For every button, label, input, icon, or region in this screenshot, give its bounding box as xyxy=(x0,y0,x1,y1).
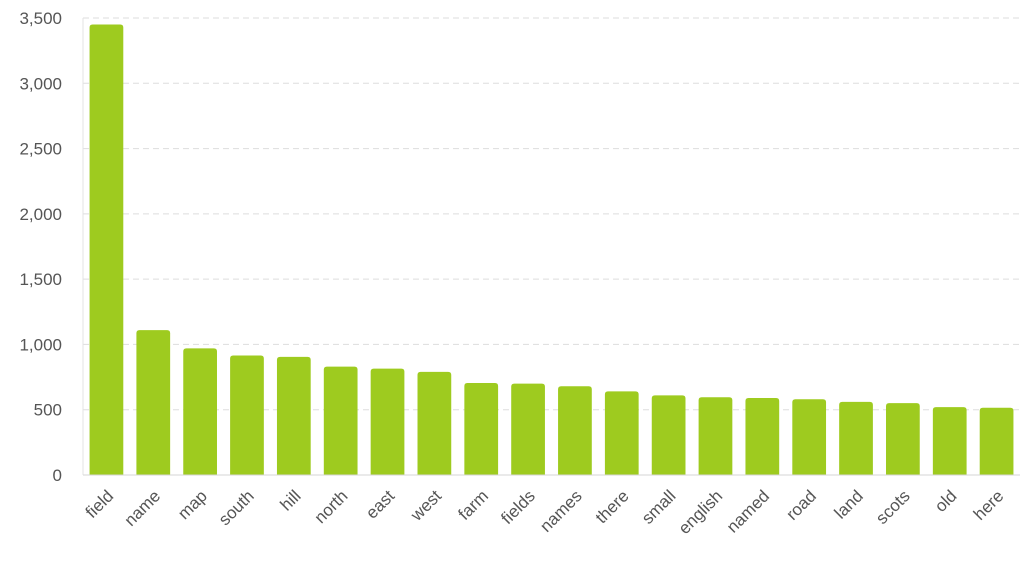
bar-here[interactable] xyxy=(979,407,1014,475)
x-tick-label: hill xyxy=(277,486,305,514)
y-tick-label: 1,500 xyxy=(19,270,62,289)
bar-name[interactable] xyxy=(136,330,171,475)
x-tick-label: english xyxy=(675,486,727,538)
bar-old[interactable] xyxy=(932,407,967,475)
bars xyxy=(89,24,1014,476)
x-tick-label: scots xyxy=(872,486,913,527)
bar-farm[interactable] xyxy=(464,382,499,475)
x-tick-label: land xyxy=(831,486,867,522)
x-tick-label: east xyxy=(362,486,398,522)
y-tick-label: 3,500 xyxy=(19,9,62,28)
x-tick-label: field xyxy=(82,486,117,521)
x-tick-label: names xyxy=(536,486,586,536)
bar-english[interactable] xyxy=(698,397,733,475)
bar-east[interactable] xyxy=(370,368,405,475)
x-tick-label: old xyxy=(931,486,960,515)
bar-named[interactable] xyxy=(745,397,780,475)
x-tick-label: there xyxy=(592,486,633,527)
x-axis: field name map south hill north east west farm fi… xyxy=(82,474,1020,538)
x-tick-label: fields xyxy=(497,486,538,527)
bar-west[interactable] xyxy=(417,371,452,475)
y-tick-label: 3,000 xyxy=(19,74,62,93)
x-tick-label: south xyxy=(215,486,258,529)
y-tick-label: 1,000 xyxy=(19,335,62,354)
bar-there[interactable] xyxy=(604,391,639,475)
bar-small[interactable] xyxy=(651,395,686,475)
y-axis: 0 500 1,000 1,500 2,000 2,500 3,000 3,500 xyxy=(19,9,84,485)
bar-land[interactable] xyxy=(839,401,873,475)
y-tick-label: 2,000 xyxy=(19,205,62,224)
x-tick-label: small xyxy=(638,486,679,527)
bar-scots[interactable] xyxy=(886,403,920,475)
bar-field[interactable] xyxy=(89,24,124,476)
bar-north[interactable] xyxy=(323,366,358,475)
x-tick-label: map xyxy=(174,486,211,523)
bar-map[interactable] xyxy=(183,348,217,475)
x-tick-label: named xyxy=(723,486,773,536)
bar-road[interactable] xyxy=(792,399,827,475)
y-tick-label: 2,500 xyxy=(19,140,62,159)
x-tick-label: road xyxy=(783,486,820,523)
bar-fields[interactable] xyxy=(511,383,545,475)
x-tick-label: north xyxy=(311,486,352,527)
x-tick-label: here xyxy=(970,486,1007,523)
bar-names[interactable] xyxy=(558,386,592,475)
grid-lines xyxy=(83,17,1020,411)
bar-south[interactable] xyxy=(230,355,264,475)
x-tick-label: farm xyxy=(455,486,492,523)
y-tick-label: 0 xyxy=(53,466,62,485)
x-tick-label: west xyxy=(406,486,445,525)
x-tick-label: name xyxy=(121,486,165,530)
y-tick-label: 500 xyxy=(34,401,62,420)
bar-hill[interactable] xyxy=(276,356,311,475)
